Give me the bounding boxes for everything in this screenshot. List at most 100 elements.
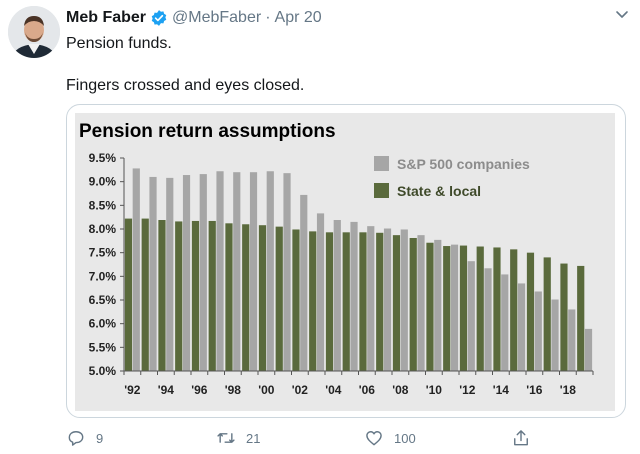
share-icon	[514, 430, 528, 446]
y-tick-label: 8.0%	[89, 222, 117, 236]
bar-sp500	[517, 283, 526, 371]
bar-sp500	[501, 274, 509, 371]
like-button[interactable]: 100	[364, 424, 416, 452]
avatar[interactable]	[8, 6, 60, 58]
bar-state-local	[443, 246, 451, 371]
bar-state-local	[577, 265, 585, 371]
legend-label: State & local	[397, 183, 481, 199]
bar-sp500	[266, 171, 274, 371]
bar-state-local	[342, 232, 350, 371]
x-tick-label: '10	[426, 383, 443, 397]
reply-icon	[68, 431, 84, 446]
bar-sp500	[216, 171, 224, 371]
tweet-header: Meb Faber @MebFaber · Apr 20	[66, 7, 626, 29]
bar-state-local	[191, 220, 200, 371]
share-button[interactable]	[511, 424, 541, 452]
y-tick-label: 7.0%	[89, 269, 117, 283]
bar-state-local	[208, 220, 216, 371]
bar-sp500	[300, 194, 308, 371]
bar-state-local	[392, 235, 401, 371]
reply-count: 9	[96, 430, 104, 446]
separator-dot: ·	[265, 9, 271, 26]
x-tick-label: '16	[526, 383, 543, 397]
y-tick-label: 8.5%	[89, 198, 117, 212]
bar-sp500	[283, 173, 291, 371]
bar-state-local	[476, 246, 484, 371]
bar-state-local	[426, 242, 434, 371]
x-tick-label: '18	[560, 383, 577, 397]
retweet-icon	[217, 433, 235, 443]
pension-chart: Pension return assumptions 5.0% 5.5% 6.0% 6…	[75, 113, 615, 411]
bar-state-local	[526, 252, 535, 371]
bar-sp500	[484, 268, 492, 371]
bar-state-local	[560, 263, 568, 371]
y-tick-label: 6.0%	[89, 317, 117, 331]
chevron-down-icon[interactable]	[614, 6, 630, 22]
x-tick-label: '98	[225, 383, 242, 397]
bar-state-local	[309, 231, 317, 371]
bar-state-local	[225, 223, 233, 371]
bar-sp500	[400, 229, 408, 371]
bar-sp500	[467, 261, 475, 371]
tweet-date[interactable]: Apr 20	[274, 9, 322, 26]
x-tick-label: '92	[124, 383, 141, 397]
bar-state-local	[325, 232, 334, 371]
bar-sp500	[166, 177, 174, 371]
chart-title: Pension return assumptions	[79, 121, 336, 142]
legend-swatch	[374, 156, 389, 171]
x-tick-label: '08	[392, 383, 409, 397]
bar-state-local	[493, 247, 501, 371]
x-tick-label: '14	[493, 383, 510, 397]
bar-sp500	[316, 213, 325, 371]
x-tick-label: '02	[292, 383, 309, 397]
y-tick-label: 7.5%	[89, 246, 117, 260]
retweet-button[interactable]: 21	[216, 424, 260, 452]
y-tick-label: 9.5%	[89, 151, 117, 165]
bar-sp500	[367, 226, 375, 371]
bar-sp500	[199, 174, 207, 371]
reply-button[interactable]: 9	[66, 424, 103, 452]
y-tick-label: 9.0%	[89, 175, 117, 189]
bar-sp500	[534, 291, 542, 371]
profile-photo	[8, 6, 60, 58]
bar-sp500	[132, 168, 140, 371]
bar-sp500	[249, 172, 258, 371]
y-tick-label: 5.5%	[89, 340, 117, 354]
bar-state-local	[175, 221, 183, 371]
bar-sp500	[149, 176, 157, 371]
bar-state-local	[158, 220, 166, 371]
author-handle[interactable]: @MebFaber	[172, 9, 262, 26]
x-tick-label: '04	[325, 383, 342, 397]
tweet-text: Pension funds. Fingers crossed and eyes …	[66, 33, 606, 96]
x-tick-label: '12	[459, 383, 476, 397]
bar-state-local	[124, 218, 133, 371]
bar-sp500	[551, 299, 559, 371]
x-tick-label: '00	[258, 383, 275, 397]
like-count: 100	[394, 430, 416, 446]
author-name[interactable]: Meb Faber	[66, 9, 147, 26]
bar-sp500	[233, 172, 241, 371]
bar-sp500	[333, 220, 341, 371]
bar-state-local	[275, 226, 283, 371]
bar-sp500	[434, 239, 442, 371]
legend-label: S&P 500 companies	[397, 156, 530, 172]
bar-state-local	[359, 232, 367, 371]
tweet-actions: 9 21 100	[66, 424, 606, 452]
x-tick-label: '96	[191, 383, 208, 397]
bar-state-local	[376, 232, 384, 371]
bar-state-local	[292, 229, 300, 371]
bar-sp500	[350, 221, 358, 371]
bar-sp500	[182, 175, 191, 371]
y-tick-label: 5.0%	[89, 364, 117, 378]
bar-sp500	[417, 235, 425, 371]
verified-badge-icon	[150, 9, 168, 27]
tweet-media[interactable]: Pension return assumptions 5.0% 5.5% 6.0% 6…	[66, 104, 626, 418]
bar-state-local	[242, 224, 250, 371]
bar-state-local	[510, 249, 518, 371]
bar-state-local	[543, 257, 551, 371]
bar-state-local	[141, 218, 149, 371]
bar-state-local	[258, 225, 267, 371]
x-tick-label: '94	[158, 383, 175, 397]
bar-sp500	[450, 244, 459, 371]
bar-state-local	[459, 245, 468, 371]
